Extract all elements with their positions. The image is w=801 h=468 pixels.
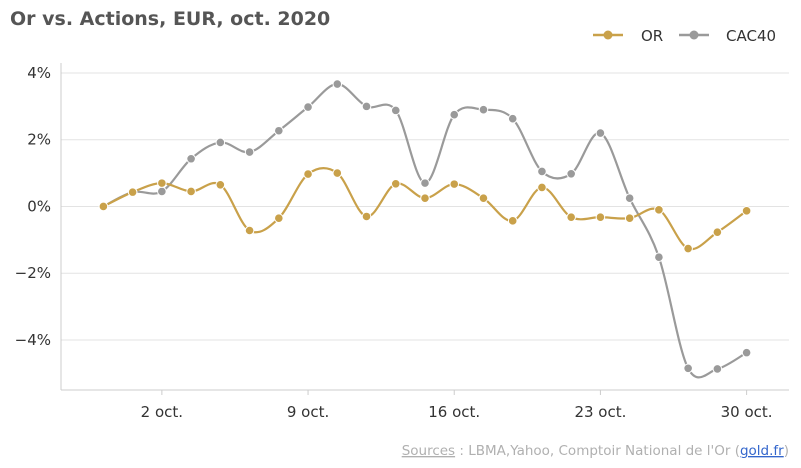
data-point-or[interactable] <box>332 168 343 178</box>
source-credit: Sources : LBMA,Yahoo, Comptoir National … <box>402 443 789 459</box>
data-point-cac40[interactable] <box>712 364 723 374</box>
data-point-or[interactable] <box>274 213 284 223</box>
source-suffix: ) <box>784 443 789 459</box>
data-point-or[interactable] <box>741 206 752 216</box>
data-point-cac40[interactable] <box>449 109 460 120</box>
y-tick-label: 2% <box>27 131 51 149</box>
data-point-or[interactable] <box>215 179 226 190</box>
data-point-cac40[interactable] <box>157 186 167 197</box>
data-point-or[interactable] <box>566 212 576 222</box>
data-point-cac40[interactable] <box>361 101 372 112</box>
data-point-or[interactable] <box>420 193 430 203</box>
source-separator: : <box>455 443 468 459</box>
data-point-or[interactable] <box>507 216 518 226</box>
data-point-cac40[interactable] <box>507 113 518 124</box>
data-point-cac40[interactable] <box>215 137 226 148</box>
series-cac40 <box>98 79 752 379</box>
data-point-or[interactable] <box>390 178 401 189</box>
data-point-or[interactable] <box>244 225 255 236</box>
grid-lines <box>61 72 789 341</box>
x-tick-label: 9 oct. <box>287 403 329 421</box>
y-tick-label: 4% <box>27 64 51 82</box>
y-tick-label: −2% <box>15 264 51 282</box>
data-point-or[interactable] <box>595 212 606 222</box>
data-point-cac40[interactable] <box>741 347 752 358</box>
y-tick-label: −4% <box>15 331 51 349</box>
axes <box>60 63 789 395</box>
legend-label-cac40: CAC40 <box>726 27 776 45</box>
data-point-cac40[interactable] <box>624 193 635 203</box>
legend-marker-or <box>603 30 613 40</box>
data-point-or[interactable] <box>98 201 109 212</box>
data-point-or[interactable] <box>449 179 460 189</box>
data-point-or[interactable] <box>303 169 313 179</box>
data-point-cac40[interactable] <box>274 125 284 136</box>
x-tick-label: 30 oct. <box>721 403 773 421</box>
data-point-cac40[interactable] <box>537 166 547 177</box>
data-point-or[interactable] <box>624 213 635 223</box>
data-point-cac40[interactable] <box>478 104 489 115</box>
data-point-cac40[interactable] <box>303 102 313 112</box>
data-point-cac40[interactable] <box>654 252 664 263</box>
x-tick-label: 23 oct. <box>574 403 626 421</box>
data-point-or[interactable] <box>478 193 489 203</box>
series-line-cac40 <box>102 82 748 379</box>
chart-title: Or vs. Actions, EUR, oct. 2020 <box>10 8 330 30</box>
legend-marker-cac40 <box>689 30 699 40</box>
data-point-cac40[interactable] <box>244 147 255 157</box>
data-point-cac40[interactable] <box>420 178 430 188</box>
data-point-cac40[interactable] <box>683 363 693 374</box>
legend-item-cac40[interactable]: CAC40 <box>679 27 776 45</box>
data-point-or[interactable] <box>683 243 693 254</box>
legend-label-or: OR <box>641 27 663 45</box>
data-point-cac40[interactable] <box>332 79 343 89</box>
x-tick-label: 16 oct. <box>428 403 480 421</box>
data-point-or[interactable] <box>537 182 547 193</box>
data-point-cac40[interactable] <box>595 128 606 138</box>
data-point-or[interactable] <box>712 227 723 237</box>
x-tick-labels: 2 oct. 9 oct. 16 oct. 23 oct. 30 oct. <box>141 403 773 421</box>
data-point-cac40[interactable] <box>566 168 576 179</box>
x-tick-label: 2 oct. <box>141 403 183 421</box>
data-point-or[interactable] <box>361 211 372 222</box>
data-point-or[interactable] <box>127 187 138 197</box>
series-or <box>98 167 752 254</box>
plot-area: 4% 2% 0% −2% −4% 2 oct. 9 oct. 16 oct. 23 oct. 3… <box>15 63 789 421</box>
source-link[interactable]: gold.fr <box>740 443 784 459</box>
y-tick-labels: 4% 2% 0% −2% −4% <box>15 64 51 349</box>
data-point-or[interactable] <box>157 178 167 188</box>
source-line: Sources : LBMA,Yahoo, Comptoir National … <box>402 443 789 459</box>
legend-item-or[interactable]: OR <box>593 27 663 45</box>
legend: OR CAC40 <box>593 27 776 45</box>
source-prefix-link[interactable]: Sources <box>402 443 455 459</box>
source-body: LBMA,Yahoo, Comptoir National de l'Or ( <box>468 443 740 459</box>
data-point-or[interactable] <box>186 186 196 197</box>
series <box>98 79 752 379</box>
data-point-or[interactable] <box>654 205 664 215</box>
data-point-cac40[interactable] <box>186 153 196 164</box>
data-point-cac40[interactable] <box>390 105 401 116</box>
y-tick-label: 0% <box>27 197 51 215</box>
